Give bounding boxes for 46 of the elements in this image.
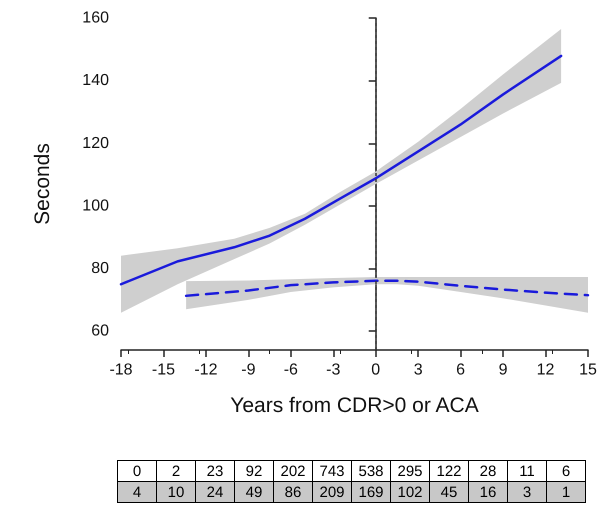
line-series — [184, 280, 590, 298]
text: 169 — [352, 482, 390, 502]
text: 1 — [546, 482, 586, 502]
text: 28 — [468, 460, 508, 482]
x-tick-label: -12 — [194, 362, 218, 378]
y-tick-label: 160 — [82, 10, 110, 26]
text: 6 — [546, 460, 586, 482]
x-tick-label: 3 — [414, 362, 423, 378]
x-axis-title: Years from CDR>0 or ACA — [230, 394, 479, 417]
text: 3 — [508, 482, 546, 502]
y-tick-label: 120 — [82, 134, 110, 152]
x-tick-label: 15 — [579, 362, 597, 378]
x-tick-label: -18 — [109, 362, 133, 378]
text: 122 — [430, 460, 468, 482]
text: 11 — [508, 460, 546, 482]
text: 92 — [234, 460, 274, 482]
x-tick-label: -6 — [284, 362, 298, 378]
text: 2 — [156, 460, 196, 482]
y-tick-label: 80 — [91, 260, 110, 278]
text: 16 — [468, 482, 508, 502]
y-tick-label: 140 — [82, 72, 110, 90]
text: 24 — [196, 482, 234, 502]
text: 23 — [196, 460, 234, 482]
text: 102 — [390, 482, 430, 502]
y-axis-title: Seconds — [31, 143, 54, 225]
x-tick-label: 6 — [456, 362, 466, 378]
y-tick-label: 60 — [91, 322, 110, 340]
line-series — [120, 54, 562, 286]
text: 49 — [234, 482, 274, 502]
x-tick-label: -15 — [152, 362, 176, 378]
x-tick-label: -3 — [326, 362, 340, 378]
text: 10 — [156, 482, 196, 502]
text: 86 — [274, 482, 312, 502]
text: 295 — [390, 460, 430, 482]
text: 202 — [274, 460, 312, 482]
text: 538 — [352, 460, 390, 482]
x-tick-label: 9 — [498, 362, 508, 378]
text: 0 — [118, 460, 156, 482]
text: 4 — [118, 482, 156, 502]
x-tick-label: 0 — [371, 362, 380, 378]
x-tick-label: 12 — [536, 362, 555, 378]
x-tick-label: -9 — [241, 362, 256, 378]
text: 209 — [312, 482, 352, 502]
text: 45 — [430, 482, 468, 502]
y-tick-label: 100 — [82, 197, 110, 214]
text: 743 — [312, 460, 352, 482]
